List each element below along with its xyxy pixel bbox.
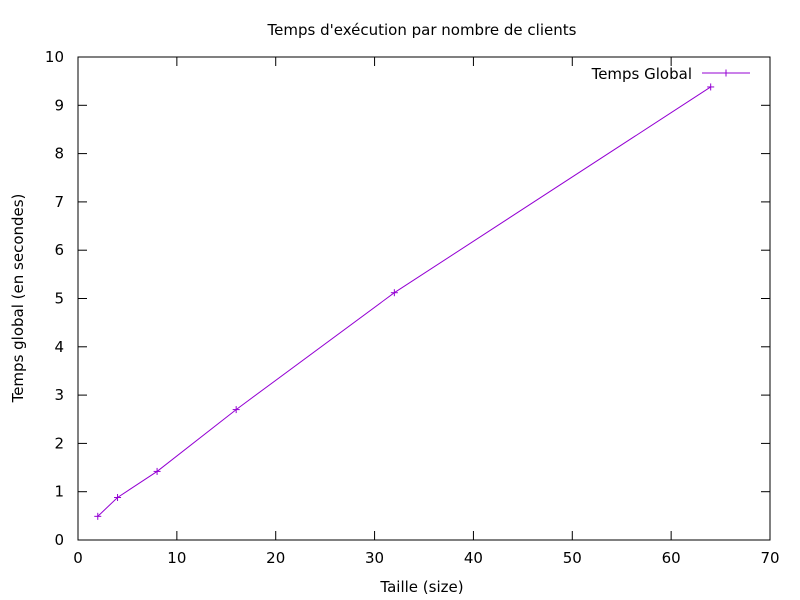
x-axis-ticks: 0 10 20 30 40 50 60 70 bbox=[73, 57, 780, 567]
x-tick-label: 50 bbox=[563, 549, 582, 567]
y-tick-label: 1 bbox=[54, 483, 64, 501]
x-tick-label: 60 bbox=[662, 549, 681, 567]
series-layer bbox=[94, 83, 715, 520]
data-point-marker bbox=[390, 289, 398, 297]
y-tick-label: 5 bbox=[54, 290, 64, 308]
data-point-marker bbox=[232, 406, 240, 414]
data-point-marker bbox=[707, 83, 715, 91]
y-tick-label: 0 bbox=[54, 531, 64, 549]
legend: Temps Global bbox=[591, 65, 750, 83]
data-point-marker bbox=[153, 467, 161, 475]
series-line-temps-global bbox=[97, 86, 711, 517]
data-point-marker bbox=[114, 493, 122, 501]
x-tick-label: 40 bbox=[464, 549, 483, 567]
plot-area bbox=[77, 56, 771, 541]
y-tick-label: 3 bbox=[54, 386, 64, 404]
y-tick-label: 6 bbox=[54, 241, 64, 259]
y-tick-label: 9 bbox=[54, 96, 64, 114]
y-tick-label: 4 bbox=[54, 338, 64, 356]
y-tick-label: 2 bbox=[54, 434, 64, 452]
y-tick-label: 7 bbox=[54, 193, 64, 211]
legend-label-temps-global: Temps Global bbox=[591, 65, 692, 83]
x-tick-label: 20 bbox=[266, 549, 285, 567]
x-tick-label: 70 bbox=[760, 549, 779, 567]
chart-title: Temps d'exécution par nombre de clients bbox=[267, 21, 577, 39]
y-tick-label: 8 bbox=[54, 145, 64, 163]
y-axis-label: Temps global (en secondes) bbox=[9, 194, 27, 404]
x-tick-label: 30 bbox=[365, 549, 384, 567]
x-axis-label: Taille (size) bbox=[379, 578, 463, 596]
x-tick-label: 0 bbox=[73, 549, 83, 567]
plot-frame bbox=[77, 56, 771, 541]
y-axis-ticks: 0 1 2 3 4 5 6 7 8 9 10 bbox=[45, 48, 770, 549]
data-point-marker bbox=[94, 512, 102, 520]
legend-marker-temps-global bbox=[722, 69, 730, 77]
x-tick-label: 10 bbox=[167, 549, 186, 567]
y-tick-label: 10 bbox=[45, 48, 64, 66]
